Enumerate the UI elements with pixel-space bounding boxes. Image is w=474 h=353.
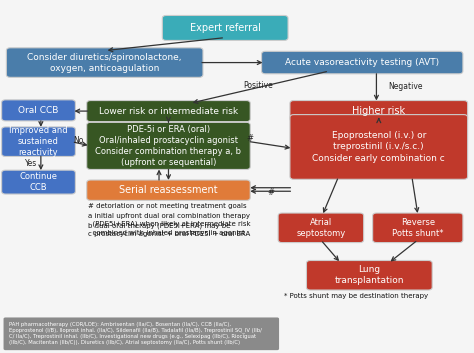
Text: PDE-5i or ERA (oral)
Oral/inhaled prostacyclin agonist
Consider combination ther: PDE-5i or ERA (oral) Oral/inhaled prosta… <box>95 125 241 167</box>
FancyBboxPatch shape <box>278 213 364 243</box>
Text: #: # <box>267 188 274 197</box>
Text: Continue
CCB: Continue CCB <box>19 172 57 192</box>
Text: # detoriation or not meeting treatment goals: # detoriation or not meeting treatment g… <box>88 203 247 209</box>
FancyBboxPatch shape <box>162 16 288 41</box>
FancyBboxPatch shape <box>87 180 250 201</box>
FancyBboxPatch shape <box>1 127 75 156</box>
FancyBboxPatch shape <box>87 101 250 122</box>
FancyBboxPatch shape <box>3 317 279 350</box>
Text: Atrial
septostomy: Atrial septostomy <box>296 218 346 238</box>
FancyBboxPatch shape <box>290 101 468 122</box>
Text: Lower risk or intermediate risk: Lower risk or intermediate risk <box>99 107 238 115</box>
Text: Lung
transplantation: Lung transplantation <box>335 265 404 285</box>
Text: Negative: Negative <box>388 82 422 91</box>
FancyBboxPatch shape <box>1 100 75 121</box>
Text: Expert referral: Expert referral <box>190 23 261 33</box>
FancyBboxPatch shape <box>262 51 463 74</box>
Text: Serial reassessment: Serial reassessment <box>119 185 218 195</box>
Text: #: # <box>246 134 253 143</box>
Text: Consider diuretics/spironolactone,
oxygen, anticoagulation: Consider diuretics/spironolactone, oxyge… <box>27 53 182 73</box>
Text: Epoprostenol (i.v.) or
treprostinil (i.v./s.c.)
Consider early combination c: Epoprostenol (i.v.) or treprostinil (i.v… <box>312 131 445 162</box>
Text: c prostacyclin agonist + oral PDE5i + oral ERA: c prostacyclin agonist + oral PDE5i + or… <box>88 231 250 237</box>
FancyBboxPatch shape <box>87 122 250 169</box>
Text: Reverse
Potts shunt*: Reverse Potts shunt* <box>392 218 444 238</box>
FancyBboxPatch shape <box>307 261 432 290</box>
Text: Acute vasoreactivity testing (AVT): Acute vasoreactivity testing (AVT) <box>285 58 439 67</box>
FancyBboxPatch shape <box>373 213 463 243</box>
FancyBboxPatch shape <box>6 48 203 77</box>
Text: No: No <box>73 136 84 145</box>
Text: a initial upfront dual oral combination therapy
  (PDE5i+ERA) when likely at int: a initial upfront dual oral combination … <box>88 213 251 227</box>
Text: Positive: Positive <box>243 81 273 90</box>
FancyBboxPatch shape <box>290 115 468 179</box>
Text: Higher risk: Higher risk <box>352 106 405 116</box>
Text: b dual oral therapy (PDE5i+ERA) may be
  combined with inhaled prostacyclin agon: b dual oral therapy (PDE5i+ERA) may be c… <box>88 223 245 237</box>
Text: Yes: Yes <box>25 159 37 168</box>
FancyBboxPatch shape <box>1 170 75 194</box>
Text: Oral CCB: Oral CCB <box>18 106 59 115</box>
Text: PAH pharmacotherapy (COR/LOE): Ambrisentan (IIa/C), Bosentan (IIa/C), CCB (IIa/C: PAH pharmacotherapy (COR/LOE): Ambrisent… <box>9 322 262 345</box>
Text: Improved and
sustained
reactivity: Improved and sustained reactivity <box>9 126 68 157</box>
Text: * Potts shunt may be destination therapy: * Potts shunt may be destination therapy <box>284 293 428 299</box>
